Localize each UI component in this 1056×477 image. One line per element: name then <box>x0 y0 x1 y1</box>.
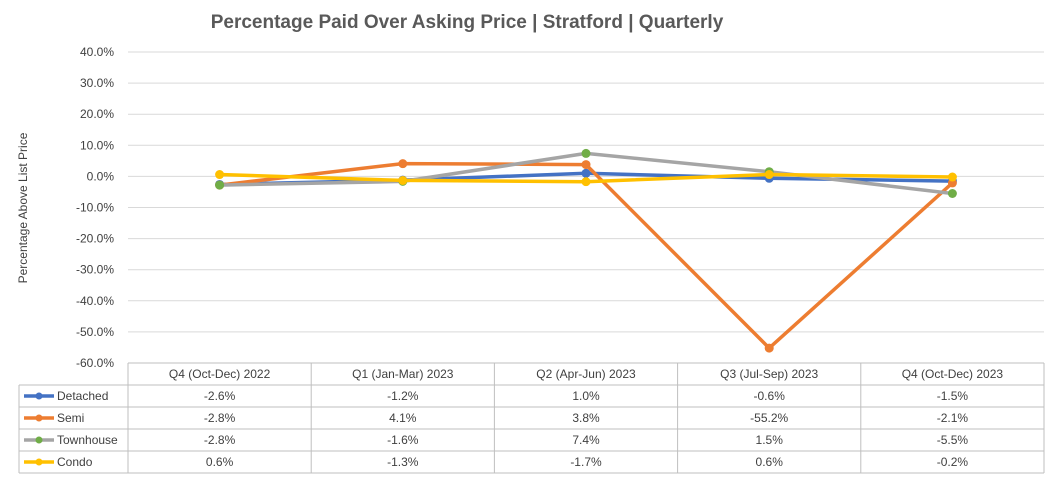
x-tick-label: Q2 (Apr-Jun) 2023 <box>536 367 636 381</box>
legend-marker-condo <box>35 458 43 466</box>
table-cell: -2.8% <box>204 411 236 425</box>
table-cell: 7.4% <box>572 433 600 447</box>
y-tick-label: 30.0% <box>80 76 114 90</box>
data-point-condo <box>398 175 408 185</box>
y-tick-label: 40.0% <box>80 45 114 59</box>
table-cell: -1.2% <box>387 389 419 403</box>
legend-label: Townhouse <box>57 433 118 447</box>
data-point-semi <box>764 343 774 353</box>
data-table: Q4 (Oct-Dec) 2022 Q1 (Jan-Mar) 2023 Q2 (Ap… <box>18 362 1045 474</box>
y-tick-label: -50.0% <box>76 325 114 339</box>
legend-marker-semi <box>35 414 43 422</box>
table-cell: -1.3% <box>387 455 419 469</box>
x-tick-label: Q3 (Jul-Sep) 2023 <box>720 367 818 381</box>
data-point-semi <box>398 159 408 169</box>
table-cell: -0.2% <box>937 455 969 469</box>
table-cell: -1.7% <box>570 455 602 469</box>
y-tick-label: -20.0% <box>76 232 114 246</box>
table-cell: 0.6% <box>756 455 784 469</box>
table-cell: -5.5% <box>937 433 969 447</box>
table-cell: -2.6% <box>204 389 236 403</box>
table-cell: 3.8% <box>572 411 600 425</box>
table-cell: -2.1% <box>937 411 969 425</box>
table-cell: 1.5% <box>756 433 784 447</box>
y-tick-label: 0.0% <box>87 169 115 183</box>
data-point-townhouse <box>947 189 957 199</box>
data-point-condo <box>581 177 591 187</box>
table-cell: -55.2% <box>750 411 788 425</box>
data-point-condo <box>764 170 774 180</box>
series-line-semi <box>217 161 955 350</box>
y-tick-label: -10.0% <box>76 201 114 215</box>
data-point-townhouse <box>215 180 225 190</box>
table-cell: 4.1% <box>389 411 417 425</box>
data-point-condo <box>215 170 225 180</box>
y-tick-label: -30.0% <box>76 263 114 277</box>
x-tick-label: Q1 (Jan-Mar) 2023 <box>352 367 454 381</box>
series-lines <box>215 148 957 353</box>
legend-marker-detached <box>35 392 43 400</box>
y-tick-label: 20.0% <box>80 107 114 121</box>
data-point-condo <box>947 172 957 182</box>
x-tick-label: Q4 (Oct-Dec) 2022 <box>169 367 271 381</box>
chart-title: Percentage Paid Over Asking Price | Stra… <box>211 12 724 33</box>
y-tick-label: 10.0% <box>80 138 114 152</box>
y-axis-ticks: 40.0% 30.0% 20.0% 10.0% 0.0% -10.0% -20.0% -30.… <box>76 45 114 370</box>
data-point-semi <box>581 160 591 170</box>
legend-label: Semi <box>57 411 84 425</box>
legend-label: Detached <box>57 389 108 403</box>
table-cell: -1.6% <box>387 433 419 447</box>
table-cell: 1.0% <box>572 389 600 403</box>
table-cell: -2.8% <box>204 433 236 447</box>
table-cell: -1.5% <box>937 389 969 403</box>
y-tick-label: -60.0% <box>76 356 114 370</box>
y-tick-label: -40.0% <box>76 294 114 308</box>
x-tick-label: Q4 (Oct-Dec) 2023 <box>902 367 1004 381</box>
table-cell: -0.6% <box>754 389 786 403</box>
y-axis-label: Percentage Above List Price <box>16 132 30 283</box>
legend-label: Condo <box>57 455 93 469</box>
data-point-detached <box>581 168 591 178</box>
gridlines <box>128 51 1044 364</box>
table-cell: 0.6% <box>206 455 234 469</box>
data-point-townhouse <box>581 148 591 158</box>
legend-marker-townhouse <box>35 436 43 444</box>
